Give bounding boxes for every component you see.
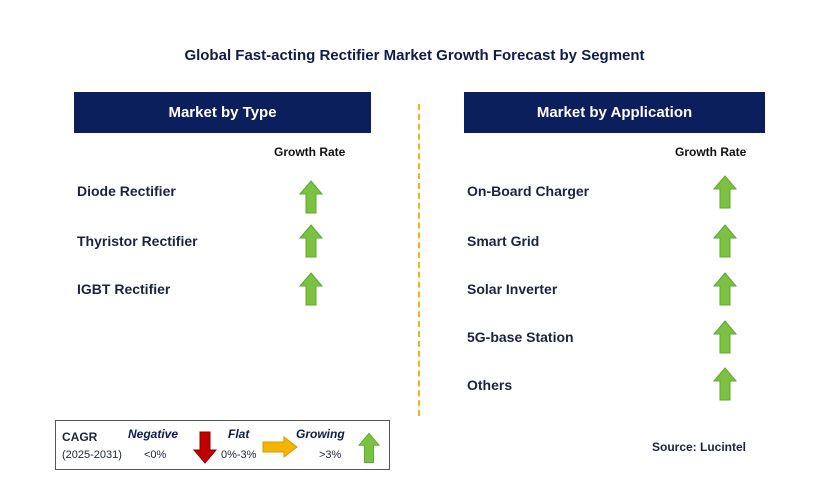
application-item-5g-base-station: 5G-base Station <box>467 329 574 345</box>
up-arrow-icon <box>299 272 323 306</box>
type-item-igbt-rectifier: IGBT Rectifier <box>77 281 171 297</box>
up-arrow-icon <box>713 367 737 401</box>
application-item-smart-grid: Smart Grid <box>467 233 540 249</box>
type-growth-rate-label: Growth Rate <box>274 145 346 159</box>
application-growth-rate-label: Growth Rate <box>675 145 747 159</box>
up-arrow-icon <box>713 175 737 209</box>
source-note: Source: Lucintel <box>652 440 747 454</box>
up-arrow-icon <box>299 180 323 214</box>
application-item-on-board-charger: On-Board Charger <box>467 183 590 199</box>
right-arrow-icon <box>262 435 298 463</box>
legend-period: (2025-2031) <box>62 449 122 461</box>
up-arrow-icon <box>713 224 737 258</box>
panel-divider <box>418 104 420 416</box>
application-item-others: Others <box>467 377 513 393</box>
down-arrow-icon <box>192 431 218 469</box>
application-item-solar-inverter: Solar Inverter <box>467 281 558 297</box>
application-panel-header: Market by Application <box>464 92 765 133</box>
page-title: Global Fast-acting Rectifier Market Grow… <box>184 47 645 64</box>
legend-negative-label: Negative <box>128 427 179 441</box>
legend-growing-range: >3% <box>319 449 342 461</box>
type-item-thyristor-rectifier: Thyristor Rectifier <box>77 233 198 249</box>
legend-cagr-label: CAGR <box>62 430 98 444</box>
type-panel-header: Market by Type <box>74 92 371 133</box>
legend-growing-label: Growing <box>296 427 345 441</box>
up-arrow-icon <box>713 320 737 354</box>
legend-flat-label: Flat <box>228 427 250 441</box>
legend-negative-range: <0% <box>144 449 167 461</box>
up-arrow-icon <box>357 432 381 469</box>
up-arrow-icon <box>299 224 323 258</box>
up-arrow-icon <box>713 272 737 306</box>
cagr-legend: CAGR (2025-2031) Negative <0% Flat 0%-3%… <box>55 420 390 470</box>
type-item-diode-rectifier: Diode Rectifier <box>77 183 176 199</box>
legend-flat-range: 0%-3% <box>221 449 257 461</box>
